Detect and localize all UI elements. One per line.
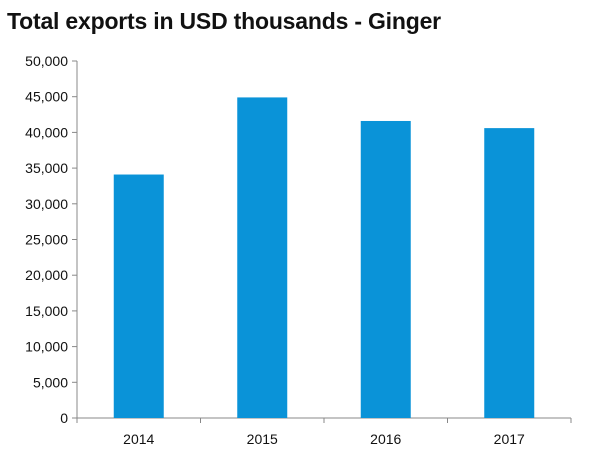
x-tick-label: 2016 (370, 431, 401, 447)
y-tick-label: 5,000 (33, 374, 68, 390)
x-tick-label: 2014 (123, 431, 154, 447)
chart-title: Total exports in USD thousands - Ginger (7, 8, 441, 34)
y-tick-label: 0 (60, 410, 68, 426)
y-tick-label: 40,000 (25, 124, 68, 140)
y-tick-label: 15,000 (25, 303, 68, 319)
y-tick-label: 20,000 (25, 267, 68, 283)
bar-2016 (360, 120, 411, 418)
y-tick-label: 50,000 (25, 53, 68, 69)
y-tick-label: 45,000 (25, 89, 68, 105)
bar-2015 (237, 97, 288, 418)
x-tick-label: 2017 (494, 431, 525, 447)
y-tick-label: 30,000 (25, 196, 68, 212)
y-tick-label: 10,000 (25, 339, 68, 355)
x-tick-label: 2015 (247, 431, 278, 447)
bar-2014 (113, 174, 164, 418)
bar-2017 (484, 128, 535, 418)
y-tick-label: 35,000 (25, 160, 68, 176)
y-tick-label: 25,000 (25, 232, 68, 248)
